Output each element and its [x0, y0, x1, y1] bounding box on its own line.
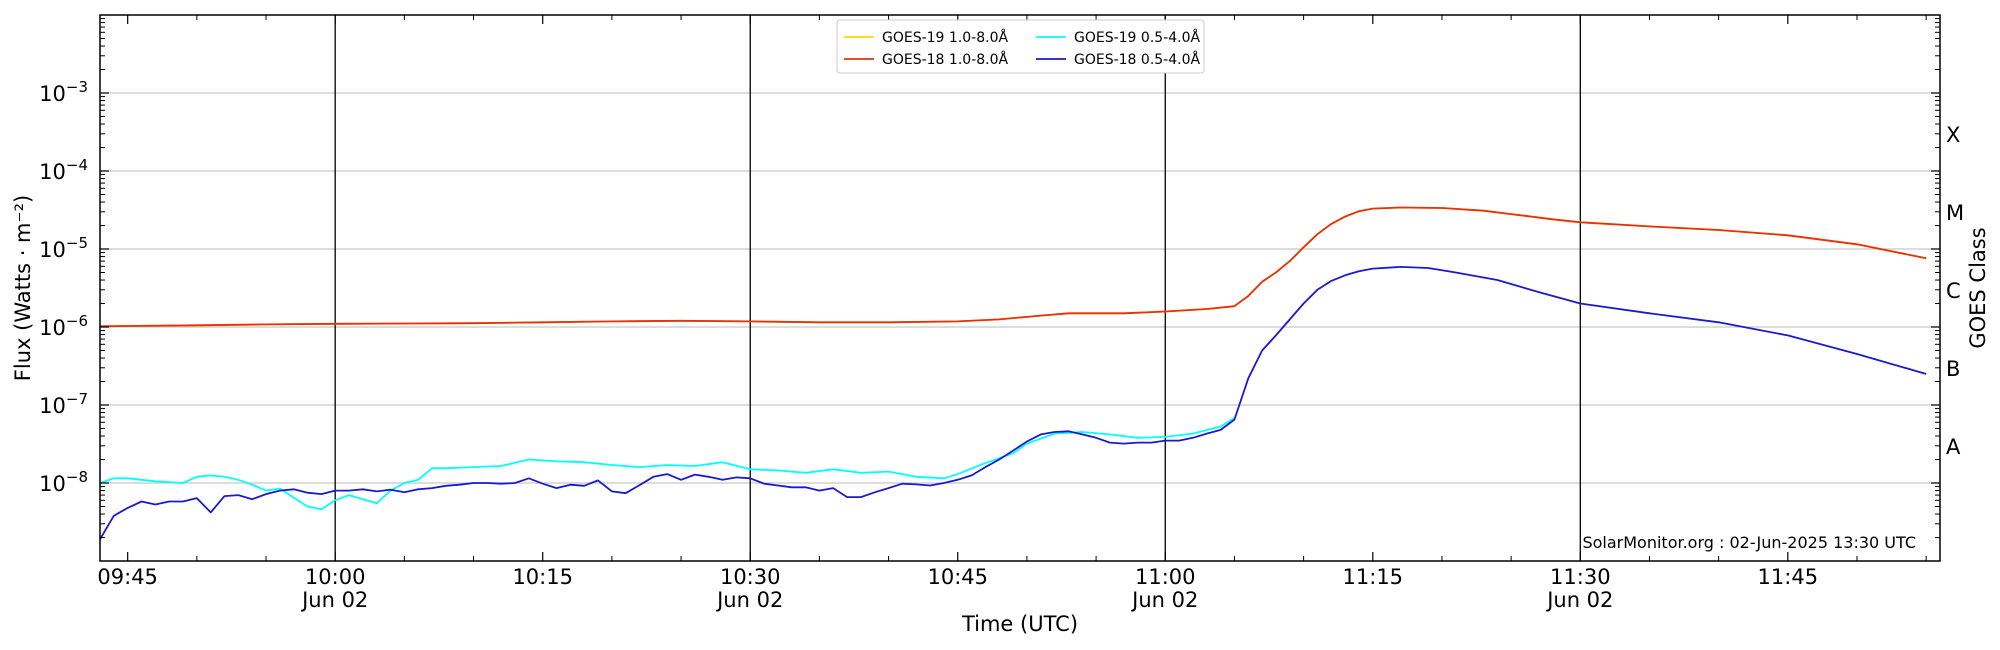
goes-class-label: A	[1946, 435, 1961, 459]
y-tick-label: 10−5	[39, 234, 88, 262]
legend-label: GOES-18 1.0-8.0Å	[882, 51, 1008, 68]
right-axis-title: GOES Class	[1966, 227, 1990, 348]
x-tick-date-label: Jun 02	[715, 588, 783, 612]
credit-text: SolarMonitor.org : 02-Jun-2025 13:30 UTC	[1582, 533, 1916, 552]
x-tick-label: 09:45	[97, 565, 158, 589]
legend-box	[836, 19, 1205, 74]
axis-ticks	[100, 15, 1940, 561]
x-tick-label: 10:30	[720, 565, 781, 589]
legend-label: GOES-18 0.5-4.0Å	[1074, 51, 1200, 68]
goes-class-label: X	[1946, 123, 1960, 147]
series-line-goes-19-1-0-8-0	[99, 206, 1927, 328]
x-tick-label: 10:15	[512, 565, 573, 589]
y-tick-labels: 10−8 10−7 10−6 10−5 10−4 10−3	[39, 78, 88, 496]
goes-class-label: C	[1946, 279, 1961, 303]
series-line-goes-18-1-0-8-0	[99, 206, 1927, 328]
horizontal-grid	[100, 92, 1940, 484]
goes-class-label: B	[1946, 357, 1960, 381]
x-tick-label: 10:00	[305, 565, 366, 589]
goes-class-label: M	[1946, 201, 1964, 225]
y-tick-label: 10−8	[39, 468, 88, 496]
y-tick-label: 10−6	[39, 312, 88, 340]
x-tick-date-label: Jun 02	[1545, 588, 1613, 612]
x-tick-date-label: Jun 02	[1130, 588, 1198, 612]
series-line-goes-18-0-5-4-0	[99, 266, 1927, 540]
y-tick-label: 10−3	[39, 78, 88, 106]
x-tick-label: 11:15	[1343, 565, 1404, 589]
y-tick-label: 10−4	[39, 156, 88, 184]
x-axis-title: Time (UTC)	[961, 612, 1078, 636]
legend-label: GOES-19 1.0-8.0Å	[882, 29, 1008, 46]
plot-frame	[99, 14, 1941, 562]
y-tick-label: 10−7	[39, 390, 88, 418]
x-tick-date-label: Jun 02	[300, 588, 368, 612]
x-tick-label: 10:45	[927, 565, 988, 589]
legend-label: GOES-19 0.5-4.0Å	[1074, 29, 1200, 46]
legend: GOES-19 1.0-8.0Å GOES-18 1.0-8.0Å GOES-19 …	[836, 19, 1205, 74]
x-tick-label: 11:45	[1758, 565, 1819, 589]
series-line-goes-19-0-5-4-0	[99, 417, 1235, 511]
x-tick-label: 11:30	[1550, 565, 1611, 589]
x-tick-label: 11:00	[1135, 565, 1196, 589]
goes-class-labels: A B C M X	[1946, 123, 1964, 459]
y-axis-title: Flux (Watts · m⁻²)	[11, 195, 35, 381]
series-lines	[99, 206, 1927, 540]
